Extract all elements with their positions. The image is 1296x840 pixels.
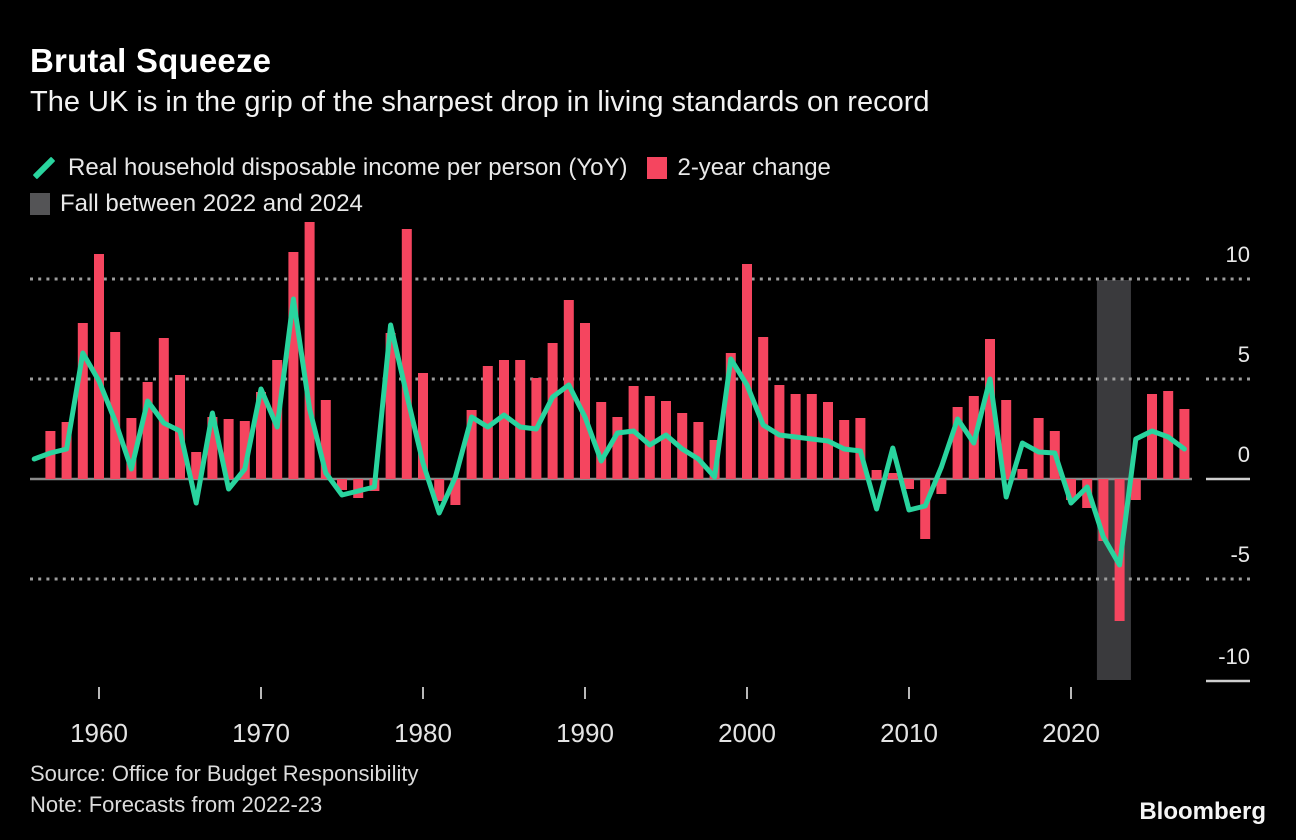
bar-2022 — [1098, 479, 1109, 541]
bloomberg-logo: Bloomberg — [1139, 798, 1266, 825]
legend-item-two-year-change: 2-year change — [647, 154, 831, 182]
bar-2010 — [904, 479, 914, 489]
legend-label-two-year: 2-year change — [677, 154, 831, 181]
bar-1960 — [94, 254, 104, 479]
bar-2018 — [1033, 418, 1044, 479]
bar-1969 — [239, 421, 250, 479]
bar-1975 — [337, 479, 347, 490]
y-tick-label: -10 — [1218, 644, 1250, 669]
y-tick-label: 0 — [1238, 442, 1250, 467]
bar-1984 — [482, 366, 493, 479]
bar-2011 — [920, 479, 931, 539]
bar-1972 — [288, 252, 299, 479]
bar-1982 — [450, 479, 461, 505]
x-tick-label: 1990 — [556, 718, 614, 748]
bar-1961 — [110, 332, 121, 479]
bar-1968 — [223, 419, 234, 479]
bar-2015 — [985, 339, 995, 479]
y-tick-label: 10 — [1226, 242, 1250, 267]
bar-2016 — [1001, 400, 1012, 479]
y-tick-label: 5 — [1238, 342, 1250, 367]
y-tick-label: -5 — [1230, 542, 1250, 567]
bar-2000 — [742, 264, 752, 479]
bar-1959 — [77, 323, 88, 479]
gray-band-swatch-icon — [30, 193, 50, 215]
source-line: Source: Office for Budget Responsibility — [30, 761, 419, 786]
bar-1970 — [256, 392, 266, 479]
bar-1962 — [126, 418, 137, 479]
bar-1983 — [466, 410, 477, 479]
bar-1999 — [725, 353, 736, 479]
note-line: Note: Forecasts from 2022-23 — [30, 792, 323, 817]
bar-1974 — [320, 400, 331, 479]
bar-2025 — [1147, 394, 1157, 479]
x-tick-label: 2010 — [880, 718, 938, 748]
bar-1991 — [596, 402, 607, 479]
bar-1985 — [499, 360, 509, 479]
bar-2008 — [871, 470, 882, 479]
page-subtitle: The UK is in the grip of the sharpest dr… — [30, 86, 930, 118]
x-tick-label: 2000 — [718, 718, 776, 748]
source-note: Source: Office for Budget Responsibility… — [30, 758, 418, 820]
bar-1979 — [401, 229, 412, 479]
bar-1966 — [191, 452, 202, 479]
legend: Real household disposable income per per… — [30, 150, 851, 222]
bar-1964 — [158, 338, 169, 479]
legend-item-fall-band: Fall between 2022 and 2024 — [30, 190, 363, 218]
legend-row-1: Real household disposable income per per… — [30, 150, 851, 186]
bar-1965 — [175, 375, 185, 479]
bar-1963 — [142, 382, 153, 479]
bar-2024 — [1130, 479, 1141, 500]
bar-2020 — [1066, 479, 1076, 500]
income-line — [31, 296, 1187, 568]
legend-label-income: Real household disposable income per per… — [68, 154, 628, 181]
bar-2009 — [887, 473, 898, 479]
bar-1995 — [661, 401, 671, 479]
legend-label-fall: Fall between 2022 and 2024 — [60, 190, 363, 217]
x-tick-label: 1960 — [70, 718, 128, 748]
legend-row-2: Fall between 2022 and 2024 — [30, 186, 851, 222]
legend-item-income-line: Real household disposable income per per… — [30, 154, 627, 182]
bar-1978 — [385, 333, 396, 479]
bar-1997 — [693, 422, 704, 479]
bar-1980 — [418, 373, 428, 479]
bar-2002 — [774, 385, 785, 479]
bar-1994 — [644, 396, 655, 479]
bar-2012 — [936, 479, 947, 494]
bar-1973 — [304, 222, 315, 479]
bar-1986 — [515, 360, 526, 479]
x-tick-label: 1970 — [232, 718, 290, 748]
bar-1981 — [434, 479, 445, 501]
x-tick-label: 1980 — [394, 718, 452, 748]
bar-2017 — [1017, 469, 1028, 479]
bar-2027 — [1179, 409, 1190, 479]
bar-1990 — [580, 323, 590, 479]
page-title: Brutal Squeeze — [30, 42, 272, 79]
bar-2013 — [952, 407, 963, 479]
bar-1992 — [612, 417, 623, 479]
x-tick-label: 2020 — [1042, 718, 1100, 748]
square-swatch-icon — [647, 157, 668, 179]
bar-2001 — [758, 337, 769, 479]
bar-1988 — [547, 343, 558, 479]
bar-1967 — [207, 417, 218, 479]
